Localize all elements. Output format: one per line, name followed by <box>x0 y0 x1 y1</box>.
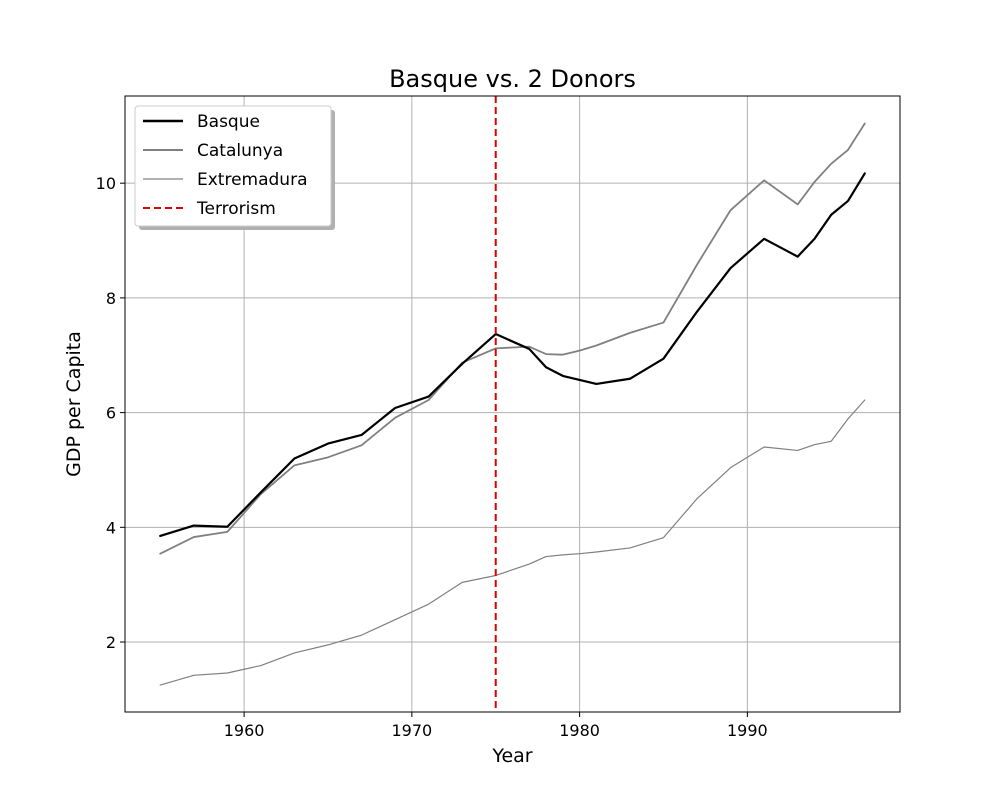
series-lines <box>159 122 866 686</box>
chart-title: Basque vs. 2 Donors <box>389 65 636 93</box>
legend-label-extremadura: Extremadura <box>197 170 308 190</box>
y-tick-label: 10 <box>96 174 116 193</box>
y-axis-ticks: 2 4 6 8 10 <box>96 174 125 652</box>
y-tick-label: 2 <box>106 633 116 652</box>
y-tick-label: 8 <box>106 289 116 308</box>
y-tick-label: 6 <box>106 404 116 423</box>
legend: Basque Catalunya Extremadura Terrorism <box>134 105 335 230</box>
legend-label-terrorism: Terrorism <box>196 199 276 219</box>
x-tick-label: 1960 <box>224 721 265 740</box>
y-axis-label: GDP per Capita <box>63 331 85 477</box>
x-axis-label: Year <box>491 745 532 767</box>
series-line-extremadura <box>159 399 866 686</box>
legend-label-basque: Basque <box>197 112 260 132</box>
x-tick-label: 1970 <box>391 721 432 740</box>
x-tick-label: 1990 <box>727 721 768 740</box>
x-axis-ticks: 1960 1970 1980 1990 <box>224 712 768 740</box>
x-tick-label: 1980 <box>559 721 600 740</box>
y-tick-label: 4 <box>106 518 116 537</box>
series-line-catalunya <box>159 122 866 555</box>
series-line-basque <box>159 172 866 538</box>
plot-frame <box>124 95 901 713</box>
legend-box <box>134 105 332 227</box>
legend-label-catalunya: Catalunya <box>197 141 283 161</box>
